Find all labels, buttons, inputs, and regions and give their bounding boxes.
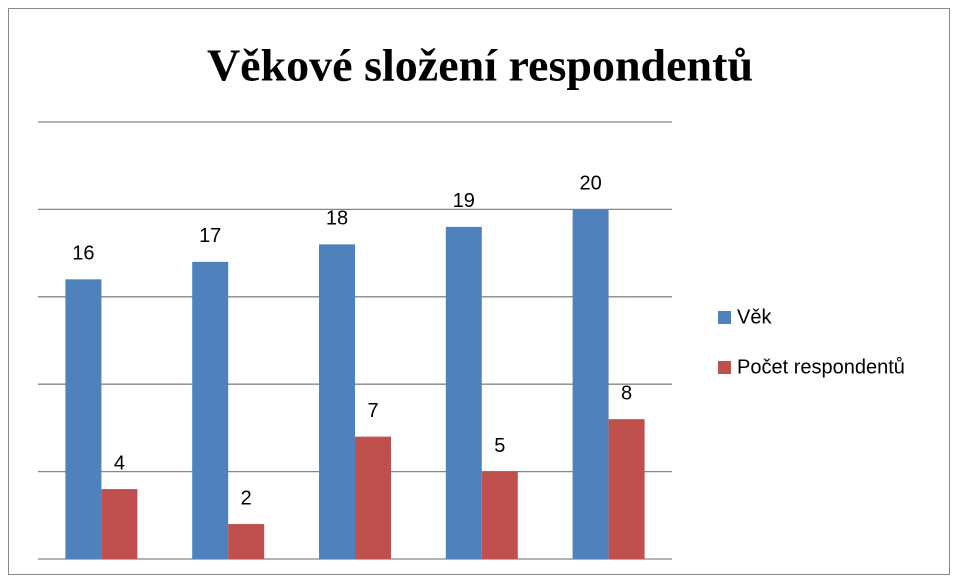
- data-label: 20: [579, 173, 601, 195]
- chart-title: Věkové složení respondentů: [207, 40, 753, 91]
- bar: [445, 226, 482, 559]
- legend-swatch: [718, 361, 731, 374]
- bar: [228, 524, 265, 559]
- legend-label: Počet respondentů: [737, 356, 905, 378]
- bar: [192, 261, 229, 559]
- data-label: 7: [367, 400, 378, 422]
- data-label: 8: [621, 382, 632, 404]
- data-label: 17: [199, 225, 221, 247]
- data-label: 19: [453, 190, 475, 212]
- data-label: 18: [326, 208, 348, 230]
- legend-swatch: [718, 311, 731, 324]
- data-label: 4: [114, 452, 125, 474]
- bar: [101, 489, 138, 559]
- bar: [481, 471, 518, 559]
- data-label: 16: [72, 243, 94, 265]
- bar: [319, 244, 355, 560]
- data-label: 2: [241, 487, 252, 509]
- bar: [608, 419, 645, 559]
- data-label: 5: [494, 435, 505, 457]
- bar: [572, 209, 609, 559]
- legend-label: Věk: [737, 306, 772, 328]
- bar: [65, 279, 102, 559]
- bar: [355, 436, 391, 559]
